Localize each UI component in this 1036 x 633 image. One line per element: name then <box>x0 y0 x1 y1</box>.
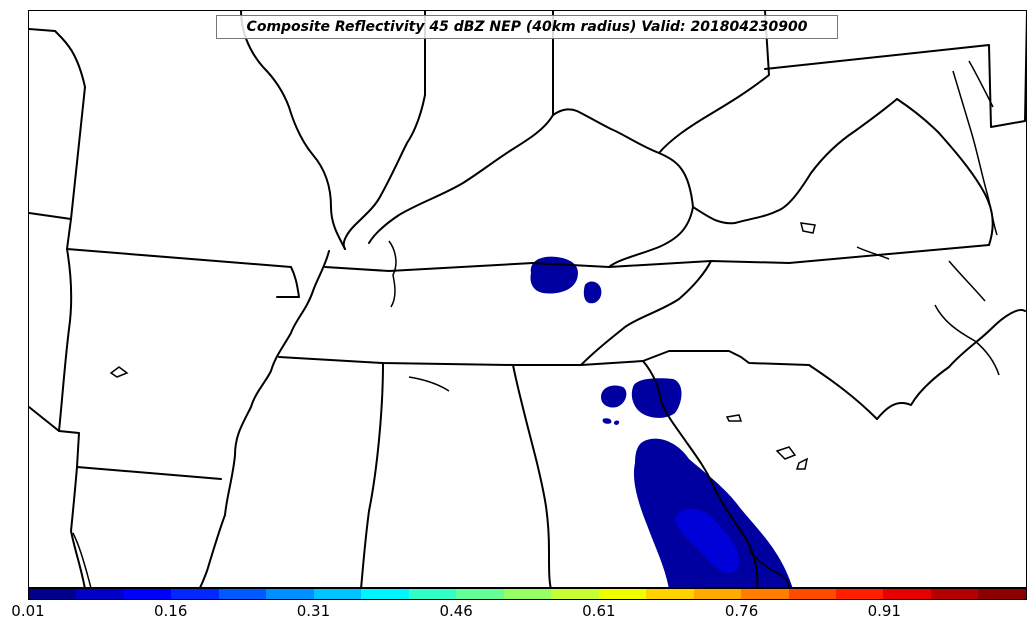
prob-area-tennessee-small <box>583 281 602 304</box>
prob-area-carolinas-east <box>631 378 682 418</box>
colorbar-segment <box>741 589 789 599</box>
colorbar-segment <box>835 589 884 599</box>
colorbar-segment <box>551 589 599 599</box>
state-borders <box>29 11 1026 587</box>
colorbar-segment <box>883 589 931 599</box>
prob-area-carolinas-west <box>601 385 627 408</box>
colorbar-segment <box>313 589 362 599</box>
colorbar-segment <box>456 589 504 599</box>
colorbar-segment <box>930 589 979 599</box>
prob-area-georgia-core <box>675 508 740 573</box>
colorbar-segment <box>503 589 552 599</box>
colorbar-segment <box>266 589 314 599</box>
prob-area-georgia <box>633 438 793 587</box>
probability-areas <box>530 256 793 587</box>
colorbar-tick-label: 0.76 <box>724 602 759 620</box>
colorbar-segment <box>218 589 267 599</box>
colorbar-ticks: 0.01 0.16 0.31 0.46 0.61 0.76 0.91 <box>0 602 1036 626</box>
map-panel <box>28 10 1027 588</box>
colorbar-tick-label: 0.01 <box>11 602 45 620</box>
colorbar-segment <box>646 589 694 599</box>
colorbar-tick-label: 0.31 <box>296 602 331 620</box>
colorbar-segment <box>171 589 219 599</box>
colorbar-segment <box>693 589 742 599</box>
colorbar-segment <box>408 589 457 599</box>
map-svg <box>29 11 1026 587</box>
colorbar-segment <box>788 589 836 599</box>
colorbar-segment <box>978 589 1026 599</box>
colorbar-tick-label: 0.61 <box>582 602 616 620</box>
colorbar-segment <box>123 589 172 599</box>
map-title: Composite Reflectivity 45 dBZ NEP (40km … <box>216 15 838 39</box>
coastlines <box>72 60 1000 587</box>
prob-area-tennessee <box>530 256 579 294</box>
colorbar-segment <box>361 589 409 599</box>
colorbar-tick-label: 0.16 <box>154 602 188 620</box>
prob-area-fleck <box>602 418 620 425</box>
colorbar-segment <box>76 589 124 599</box>
colorbar <box>28 588 1027 600</box>
colorbar-segment <box>598 589 647 599</box>
colorbar-segment <box>29 589 77 599</box>
colorbar-tick-label: 0.46 <box>439 602 473 620</box>
colorbar-tick-label: 0.91 <box>867 602 901 620</box>
